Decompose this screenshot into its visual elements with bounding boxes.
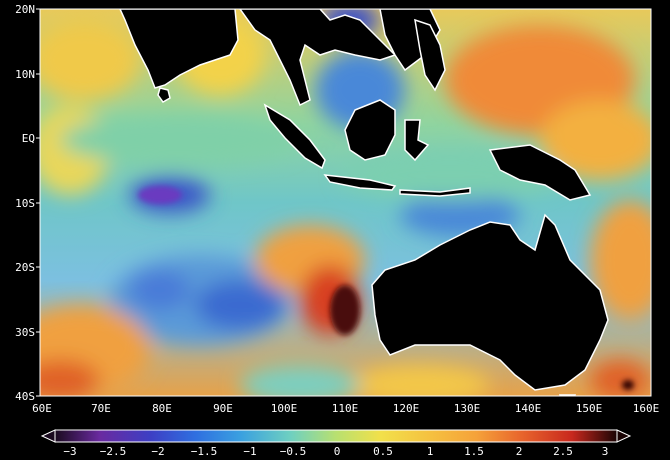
lon-label: 120E: [393, 402, 420, 415]
colorbar-tick-label: 0: [334, 445, 341, 458]
colorbar-ticks: −3 −2.5 −2 −1.5 −1 −0.5 0 0.5 1 1.5 2 2.…: [63, 445, 608, 458]
colorbar-tick-label: 2: [516, 445, 523, 458]
lon-label: 60E: [32, 402, 52, 415]
borneo-landmass: [344, 99, 396, 161]
latitude-ticks: [36, 8, 40, 397]
lon-label: 80E: [152, 402, 172, 415]
longitude-axis: 60E 70E 80E 90E 100E 110E 120E 130E 140E…: [32, 402, 659, 415]
sumatra-landmass: [263, 103, 326, 170]
colorbar-left-arrow: [40, 429, 56, 443]
sri-lanka-landmass: [157, 87, 171, 103]
colorbar-tick-label: 2.5: [553, 445, 573, 458]
lat-label: 20S: [15, 261, 35, 274]
colorbar-tick-label: −3: [63, 445, 76, 458]
colorbar-tick-label: −1: [243, 445, 256, 458]
land-masses: [119, 9, 609, 396]
java-landmass: [323, 174, 397, 191]
australia-landmass: [371, 213, 609, 391]
lat-label: 10N: [15, 68, 35, 81]
lon-label: 110E: [332, 402, 359, 415]
southeast-asia-landmass: [239, 9, 397, 107]
lon-label: 140E: [515, 402, 542, 415]
lon-label: 90E: [213, 402, 233, 415]
colorbar-tick-label: 0.5: [373, 445, 393, 458]
india-landmass: [119, 9, 239, 89]
colorbar-ramp: [54, 429, 618, 443]
latitude-axis: 20N 10N EQ 10S 20S 30S 40S: [15, 3, 35, 403]
lon-label: 150E: [576, 402, 603, 415]
colorbar: [40, 429, 632, 443]
colorbar-tick-label: −2.5: [100, 445, 127, 458]
colorbar-tick-label: −2: [151, 445, 164, 458]
colorbar-tick-label: 1: [427, 445, 434, 458]
lon-label: 160E: [633, 402, 660, 415]
lon-label: 70E: [91, 402, 111, 415]
lat-label: 40S: [15, 390, 35, 403]
colorbar-tick-label: −0.5: [280, 445, 307, 458]
colorbar-tick-label: −1.5: [191, 445, 218, 458]
colorbar-tick-label: 3: [602, 445, 609, 458]
lat-label: EQ: [22, 132, 35, 145]
new-guinea-landmass: [488, 144, 592, 201]
colorbar-tick-label: 1.5: [464, 445, 484, 458]
lon-label: 130E: [454, 402, 481, 415]
lat-label: 30S: [15, 326, 35, 339]
lon-label: 100E: [271, 402, 298, 415]
lat-label: 20N: [15, 3, 35, 16]
colorbar-right-arrow: [616, 429, 632, 443]
lat-label: 10S: [15, 197, 35, 210]
